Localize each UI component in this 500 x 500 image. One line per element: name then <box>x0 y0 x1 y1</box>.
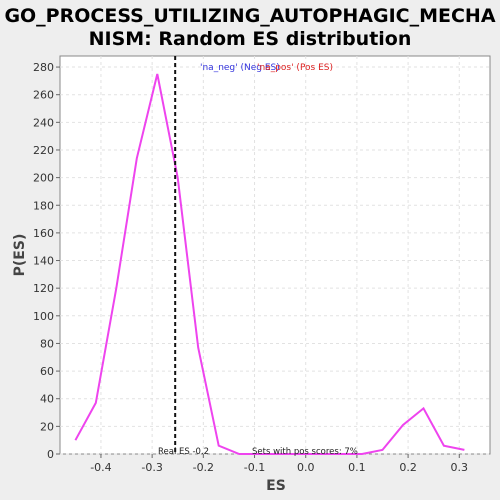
real-es-annotation: Real ES -0.2 <box>158 447 209 457</box>
y-tick-label: 160 <box>33 227 54 240</box>
x-tick-label: -0.1 <box>244 461 265 474</box>
grid <box>60 56 490 455</box>
chart-title-line-2: NISM: Random ES distribution <box>89 28 412 50</box>
x-tick-label: -0.2 <box>193 461 214 474</box>
series-line <box>74 73 465 455</box>
x-tick-label: 0.0 <box>297 461 315 474</box>
axis-ticks: 0 20 40 60 80 100 120 140 160 180 200 220 240 260 280 -… <box>33 61 468 474</box>
y-tick-label: 100 <box>33 310 54 323</box>
x-tick-label: 0.1 <box>348 461 366 474</box>
plot-area <box>59 55 491 455</box>
pos-scores-annotation: Sets with pos scores: 7% <box>252 447 358 457</box>
x-tick-label: 0.2 <box>399 461 417 474</box>
y-tick-label: 200 <box>33 172 54 185</box>
y-tick-label: 60 <box>40 365 54 378</box>
y-tick-label: 0 <box>47 448 54 461</box>
y-tick-label: 180 <box>33 199 54 212</box>
y-tick-label: 220 <box>33 144 54 157</box>
y-tick-label: 240 <box>33 116 54 129</box>
legend-item-neg: 'na_neg' (Neg ES) <box>200 63 280 73</box>
x-axis-label: ES <box>266 478 286 494</box>
y-axis-label: P(ES) <box>12 234 28 277</box>
x-tick-label: 0.3 <box>451 461 469 474</box>
x-tick-label: -0.4 <box>90 461 111 474</box>
legend: 'na_neg' (Neg ES) 'na_pos' (Pos ES) <box>200 63 333 73</box>
y-tick-label: 120 <box>33 282 54 295</box>
y-tick-label: 40 <box>40 393 54 406</box>
y-tick-label: 280 <box>33 61 54 74</box>
y-tick-label: 260 <box>33 89 54 102</box>
y-tick-label: 20 <box>40 420 54 433</box>
chart-title-line-1: GO_PROCESS_UTILIZING_AUTOPHAGIC_MECHA <box>4 5 495 27</box>
x-tick-label: -0.3 <box>141 461 162 474</box>
y-tick-label: 80 <box>40 337 54 350</box>
legend-item-pos: 'na_pos' (Pos ES) <box>257 63 333 73</box>
y-tick-label: 140 <box>33 255 54 268</box>
